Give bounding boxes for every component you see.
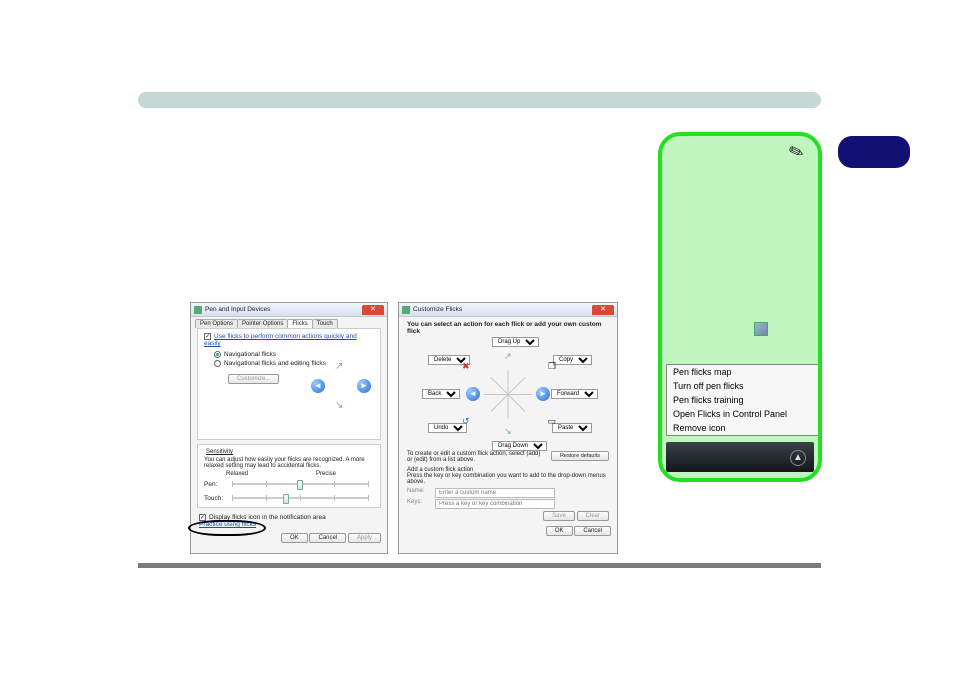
sensitivity-title: Sensitivity <box>204 449 374 455</box>
use-flicks-checkbox[interactable]: ✓ <box>204 333 211 340</box>
arrow-left-icon: ◄ <box>311 379 325 393</box>
back-arrow-icon: ◄ <box>466 387 480 401</box>
dlg2-title: Customize Flicks <box>413 306 462 313</box>
precise-label: Precise <box>316 471 336 477</box>
nav-flicks-radio[interactable] <box>214 351 221 358</box>
dlg1-title: Pen and Input Devices <box>205 306 270 313</box>
flick-down-select[interactable]: Drag Down <box>492 441 547 451</box>
use-flicks-label: Use flicks to perform common actions qui… <box>204 333 357 347</box>
save-button[interactable]: Save <box>543 511 575 521</box>
flick-left-select[interactable]: Back <box>422 389 460 399</box>
header-bar <box>138 92 821 108</box>
delete-x-icon: ✖ <box>462 361 470 372</box>
pen-slider-label: Pen: <box>204 481 226 488</box>
ctx-remove-icon[interactable]: Remove icon <box>667 421 819 435</box>
flick-up-select[interactable]: Drag Up <box>492 337 539 347</box>
arrow-down-icon: ↘ <box>335 400 343 411</box>
flicks-app-icon <box>402 306 410 314</box>
restore-defaults-button[interactable]: Restore defaults <box>551 451 609 461</box>
tray-context-menu: Pen flicks map Turn off pen flicks Pen f… <box>666 364 820 436</box>
touch-slider[interactable] <box>232 494 368 502</box>
ok-button[interactable]: OK <box>281 533 308 543</box>
forward-arrow-icon: ► <box>536 387 550 401</box>
tab-touch[interactable]: Touch <box>312 319 338 328</box>
pen-icon: ✎ <box>786 140 807 165</box>
dlg2-buttons: OK Cancel <box>399 523 617 539</box>
bottom-bar <box>138 563 821 568</box>
apply-button[interactable]: Apply <box>348 533 381 543</box>
flick-diagram: Drag Up Drag Down Back Forward Delete Co… <box>448 339 568 449</box>
drag-down-icon: ↘ <box>504 426 512 437</box>
drag-up-icon: ↗ <box>504 351 512 362</box>
arrow-right-icon: ► <box>357 379 371 393</box>
dlg2-titlebar[interactable]: Customize Flicks ✕ <box>399 303 617 317</box>
relaxed-label: Relaxed <box>226 471 248 477</box>
sensitivity-pane: Sensitivity You can adjust how easily yo… <box>197 444 381 508</box>
pen-slider[interactable] <box>232 480 368 488</box>
dlg1-titlebar[interactable]: Pen and Input Devices ✕ <box>191 303 387 317</box>
nav-flicks-label: Navigational flicks <box>224 351 276 358</box>
pen-app-icon <box>194 306 202 314</box>
flick-ur-select[interactable]: Copy <box>553 355 592 365</box>
flick-right-select[interactable]: Forward <box>551 389 598 399</box>
undo-icon: ↺ <box>462 416 470 427</box>
close-icon[interactable]: ✕ <box>592 305 614 315</box>
keys-input[interactable] <box>435 499 555 509</box>
scribble-panel: ✎ Pen flicks map Turn off pen flicks Pen… <box>658 132 822 482</box>
paste-icon: ▭ <box>547 416 556 427</box>
add-desc: Press the key or key combination you wan… <box>407 473 609 485</box>
customize-flicks-dialog: Customize Flicks ✕ You can select an act… <box>398 302 618 554</box>
tray-thumb-icon <box>754 322 768 336</box>
page-pill <box>838 136 910 168</box>
ctx-open-cpl[interactable]: Open Flicks in Control Panel <box>667 407 819 421</box>
tab-pointer-options[interactable]: Pointer Options <box>237 319 288 328</box>
highlight-oval <box>188 520 266 536</box>
keys-label: Keys: <box>407 499 431 509</box>
tray-expand-icon[interactable]: ▲ <box>790 450 806 466</box>
ctx-training[interactable]: Pen flicks training <box>667 393 819 407</box>
ctx-turn-off[interactable]: Turn off pen flicks <box>667 379 819 393</box>
edit-desc: To create or edit a custom flick action,… <box>407 451 545 463</box>
edit-flicks-radio[interactable] <box>214 360 221 367</box>
copy-icon: ❐ <box>548 361 556 372</box>
touch-slider-label: Touch: <box>204 495 226 502</box>
close-icon[interactable]: ✕ <box>362 305 384 315</box>
pen-input-dialog: Pen and Input Devices ✕ Pen Options Poin… <box>190 302 388 554</box>
customize-button[interactable]: Customize... <box>228 374 279 384</box>
tab-pen-options[interactable]: Pen Options <box>195 319 238 328</box>
clear-button[interactable]: Clear <box>577 511 609 521</box>
ctx-flicks-map[interactable]: Pen flicks map <box>667 365 819 379</box>
dlg2-heading: You can select an action for each flick … <box>399 317 617 339</box>
cancel-button[interactable]: Cancel <box>309 533 346 543</box>
cancel-button[interactable]: Cancel <box>574 526 611 536</box>
dlg1-tabs: Pen Options Pointer Options Flicks Touch <box>191 317 387 328</box>
name-input[interactable] <box>435 488 555 498</box>
ok-button[interactable]: OK <box>546 526 573 536</box>
flick-preview: ◄ ► ↗ ↘ <box>311 361 371 411</box>
arrow-up-icon: ↗ <box>335 361 343 372</box>
flicks-pane: ✓Use flicks to perform common actions qu… <box>197 328 381 440</box>
name-label: Name: <box>407 488 431 498</box>
tab-flicks[interactable]: Flicks <box>287 319 312 328</box>
flick-dr-select[interactable]: Paste <box>552 423 592 433</box>
taskbar[interactable]: ▲ <box>666 442 814 472</box>
sensitivity-desc: You can adjust how easily your flicks ar… <box>204 457 374 469</box>
